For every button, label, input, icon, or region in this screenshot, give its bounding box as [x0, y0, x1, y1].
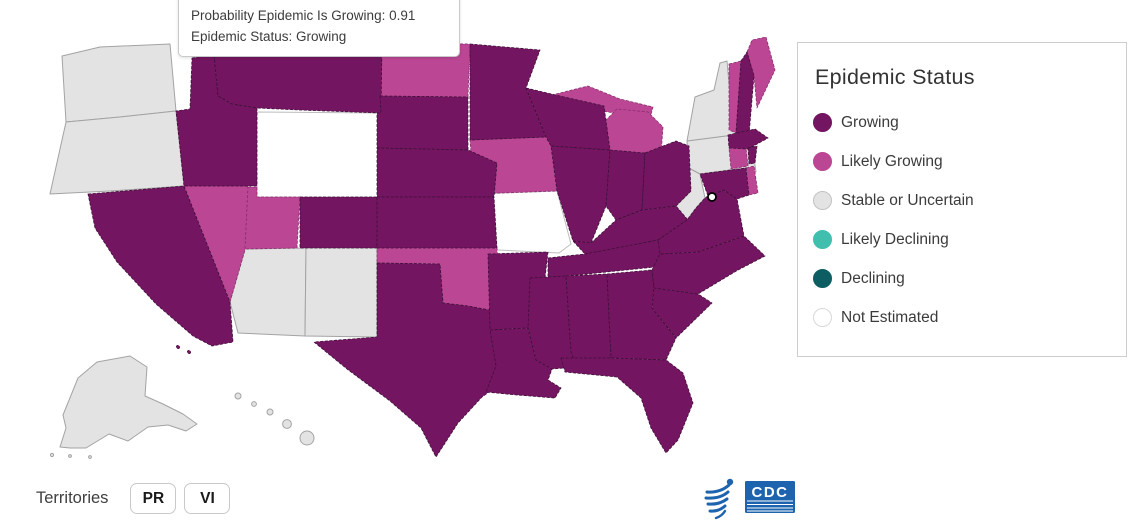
state-MA[interactable]	[727, 128, 769, 150]
state-NE[interactable]	[376, 147, 498, 198]
state-WA[interactable]	[61, 43, 177, 123]
tooltip-probability-line: Probability Epidemic Is Growing: 0.91	[191, 8, 416, 23]
growing-swatch-icon	[813, 113, 832, 132]
state-SD[interactable]	[376, 95, 469, 151]
state-HI-island[interactable]	[282, 419, 292, 429]
not-estimated-swatch-icon	[813, 308, 832, 327]
legend-label: Growing	[841, 113, 899, 131]
state-LA[interactable]	[485, 327, 562, 399]
state-HI-island[interactable]	[251, 401, 257, 407]
legend-label: Declining	[841, 269, 905, 287]
likely-growing-swatch-icon	[813, 152, 832, 171]
state-RI[interactable]	[747, 145, 758, 165]
state-CA[interactable]	[87, 185, 234, 347]
state-KS[interactable]	[376, 196, 498, 249]
legend-title: Epidemic Status	[815, 65, 975, 89]
legend-items: Growing Likely Growing Stable or Uncerta…	[798, 103, 1126, 337]
state-TX[interactable]	[313, 262, 515, 458]
state-OR[interactable]	[49, 110, 185, 195]
state-TN[interactable]	[547, 220, 699, 279]
declining-swatch-icon	[813, 269, 832, 288]
stable-swatch-icon	[813, 191, 832, 210]
state-NH[interactable]	[735, 51, 755, 136]
state-AK-island	[88, 455, 92, 459]
cdc-logo: CDC	[745, 481, 795, 513]
cdc-logo-text: CDC	[752, 484, 789, 501]
state-MN[interactable]	[469, 43, 547, 141]
state-HI-island[interactable]	[234, 392, 242, 400]
territory-button-vi[interactable]: VI	[184, 483, 231, 514]
state-HI-island[interactable]	[266, 408, 274, 416]
state-DE[interactable]	[745, 165, 759, 196]
state-IN[interactable]	[605, 149, 646, 221]
legend-item-stable: Stable or Uncertain	[798, 181, 1126, 220]
legend-panel: Epidemic Status Growing Likely Growing S…	[797, 42, 1127, 357]
state-IL[interactable]	[550, 145, 611, 244]
state-CT[interactable]	[728, 147, 749, 170]
state-MD[interactable]	[699, 167, 750, 200]
state-AK[interactable]	[59, 355, 198, 449]
legend-item-likely-declining: Likely Declining	[798, 220, 1126, 259]
state-WY[interactable]	[256, 111, 382, 198]
legend-item-not-estimated: Not Estimated	[798, 298, 1126, 337]
state-CA-island	[186, 349, 191, 354]
territories-label: Territories	[36, 489, 109, 507]
territory-button-pr[interactable]: PR	[130, 483, 177, 514]
legend-label: Not Estimated	[841, 308, 939, 326]
state-KY[interactable]	[572, 205, 689, 255]
agency-logos: CDC	[699, 476, 796, 520]
legend-label: Likely Declining	[841, 230, 949, 248]
map-tooltip: Probability Epidemic Is Growing: 0.91 Ep…	[178, 0, 460, 57]
legend-item-growing: Growing	[798, 103, 1126, 142]
state-FL[interactable]	[560, 357, 694, 454]
state-AL[interactable]	[565, 273, 612, 368]
tooltip-status-line: Epidemic Status: Growing	[191, 29, 347, 44]
territories-bar: Territories PR VI	[36, 483, 238, 514]
likely-declining-swatch-icon	[813, 230, 832, 249]
legend-item-likely-growing: Likely Growing	[798, 142, 1126, 181]
legend-item-declining: Declining	[798, 259, 1126, 298]
hhs-eagle-icon	[704, 478, 734, 520]
legend-label: Stable or Uncertain	[841, 191, 974, 209]
state-AK-island	[68, 454, 72, 458]
state-HI-island[interactable]	[299, 430, 315, 446]
legend-label: Likely Growing	[841, 152, 943, 170]
state-NM[interactable]	[304, 247, 378, 338]
state-AK-island	[49, 452, 55, 458]
state-DC-marker[interactable]	[707, 192, 717, 202]
state-CA-island	[175, 344, 180, 349]
state-CO[interactable]	[299, 196, 379, 249]
